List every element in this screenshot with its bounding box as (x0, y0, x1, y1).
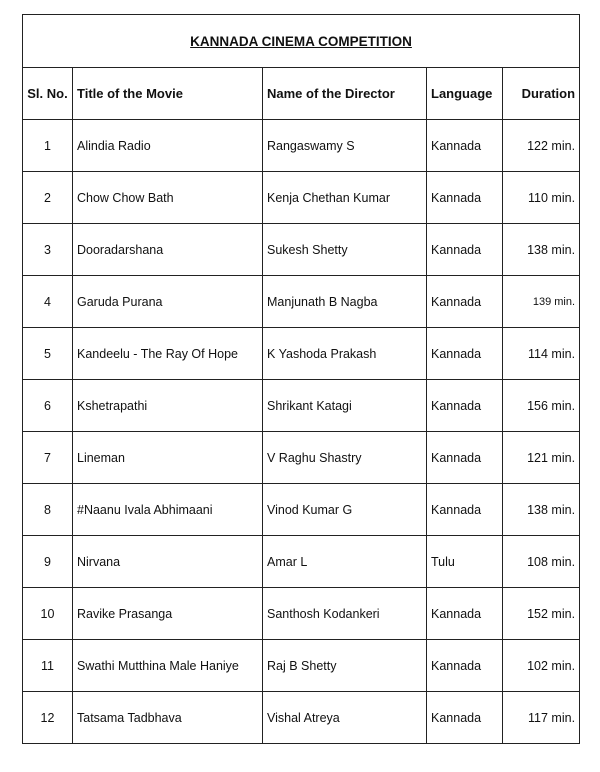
duration-cell: 152 min. (501, 587, 581, 640)
table-row: 5 Kandeelu - The Ray Of Hope K Yashoda Pra… (22, 327, 581, 380)
sl-no-cell: 12 (22, 691, 73, 744)
movie-title-cell: Kandeelu - The Ray Of Hope (72, 327, 263, 380)
title-row: KANNADA CINEMA COMPETITION (21, 14, 581, 68)
sl-no-cell: 10 (22, 587, 73, 640)
language-cell: Kannada (426, 171, 503, 224)
language-cell: Kannada (426, 223, 503, 276)
language-cell: Kannada (426, 587, 503, 640)
movie-title-cell: Lineman (72, 431, 263, 484)
duration-cell: 110 min. (501, 171, 581, 224)
director-cell: Sukesh Shetty (262, 223, 427, 276)
director-cell: Shrikant Katagi (262, 379, 427, 432)
header-duration: Duration (501, 67, 581, 120)
table-row: 3 Dooradarshana Sukesh Shetty Kannada 138 mi… (22, 223, 581, 276)
duration-cell: 138 min. (501, 483, 581, 536)
table-row: 7 Lineman V Raghu Shastry Kannada 121 min. (22, 431, 581, 484)
table-row: 6 Kshetrapathi Shrikant Katagi Kannada 156 m… (22, 379, 581, 432)
competition-table: KANNADA CINEMA COMPETITION Sl. No. Title… (21, 14, 581, 744)
sl-no-cell: 9 (22, 535, 73, 588)
director-cell: Amar L (262, 535, 427, 588)
sl-no-cell: 8 (22, 483, 73, 536)
language-cell: Tulu (426, 535, 503, 588)
table-row: 10 Ravike Prasanga Santhosh Kodankeri Kanna… (22, 587, 581, 640)
director-cell: V Raghu Shastry (262, 431, 427, 484)
duration-cell: 122 min. (501, 119, 581, 172)
duration-cell: 108 min. (501, 535, 581, 588)
table-row: 9 Nirvana Amar L Tulu 108 min. (22, 535, 581, 588)
language-cell: Kannada (426, 691, 503, 744)
sl-no-cell: 4 (22, 275, 73, 328)
language-cell: Kannada (426, 327, 503, 380)
movie-title-cell: Tatsama Tadbhava (72, 691, 263, 744)
table-row: 11 Swathi Mutthina Male Haniye Raj B Shett… (22, 639, 581, 692)
table-row: 2 Chow Chow Bath Kenja Chethan Kumar Kannad… (22, 171, 581, 224)
language-cell: Kannada (426, 119, 503, 172)
header-language: Language (426, 67, 503, 120)
sl-no-cell: 5 (22, 327, 73, 380)
header-sl-no: Sl. No. (22, 67, 73, 120)
duration-cell: 156 min. (501, 379, 581, 432)
sl-no-cell: 7 (22, 431, 73, 484)
director-cell: Raj B Shetty (262, 639, 427, 692)
language-cell: Kannada (426, 483, 503, 536)
movie-title-cell: Kshetrapathi (72, 379, 263, 432)
sl-no-cell: 6 (22, 379, 73, 432)
director-cell: Vinod Kumar G (262, 483, 427, 536)
director-cell: Kenja Chethan Kumar (262, 171, 427, 224)
director-cell: Santhosh Kodankeri (262, 587, 427, 640)
language-cell: Kannada (426, 639, 503, 692)
sl-no-cell: 3 (22, 223, 73, 276)
duration-cell: 121 min. (501, 431, 581, 484)
sl-no-cell: 1 (22, 119, 73, 172)
movie-title-cell: Ravike Prasanga (72, 587, 263, 640)
table-row: 1 Alindia Radio Rangaswamy S Kannada 122 min… (22, 119, 581, 172)
movie-title-cell: Nirvana (72, 535, 263, 588)
header-title: Title of the Movie (72, 67, 263, 120)
movie-title-cell: Garuda Purana (72, 275, 263, 328)
sl-no-cell: 2 (22, 171, 73, 224)
movie-title-cell: Dooradarshana (72, 223, 263, 276)
movie-title-cell: Alindia Radio (72, 119, 263, 172)
director-cell: Manjunath B Nagba (262, 275, 427, 328)
movie-title-cell: #Naanu Ivala Abhimaani (72, 483, 263, 536)
table-title: KANNADA CINEMA COMPETITION (21, 14, 581, 68)
table-row: 12 Tatsama Tadbhava Vishal Atreya Kannada 11… (22, 691, 581, 744)
language-cell: Kannada (426, 431, 503, 484)
sl-no-cell: 11 (22, 639, 73, 692)
table-row: 8 #Naanu Ivala Abhimaani Vinod Kumar G Kann… (22, 483, 581, 536)
header-row: Sl. No. Title of the Movie Name of the D… (22, 67, 581, 120)
language-cell: Kannada (426, 275, 503, 328)
director-cell: Vishal Atreya (262, 691, 427, 744)
director-cell: K Yashoda Prakash (262, 327, 427, 380)
movie-title-cell: Chow Chow Bath (72, 171, 263, 224)
duration-cell: 117 min. (501, 691, 581, 744)
header-director: Name of the Director (262, 67, 427, 120)
table-row: 4 Garuda Purana Manjunath B Nagba Kannada 13… (22, 275, 581, 328)
director-cell: Rangaswamy S (262, 119, 427, 172)
duration-cell: 102 min. (501, 639, 581, 692)
duration-cell: 114 min. (501, 327, 581, 380)
duration-cell: 138 min. (501, 223, 581, 276)
movie-title-cell: Swathi Mutthina Male Haniye (72, 639, 263, 692)
duration-cell: 139 min. (501, 275, 581, 328)
language-cell: Kannada (426, 379, 503, 432)
